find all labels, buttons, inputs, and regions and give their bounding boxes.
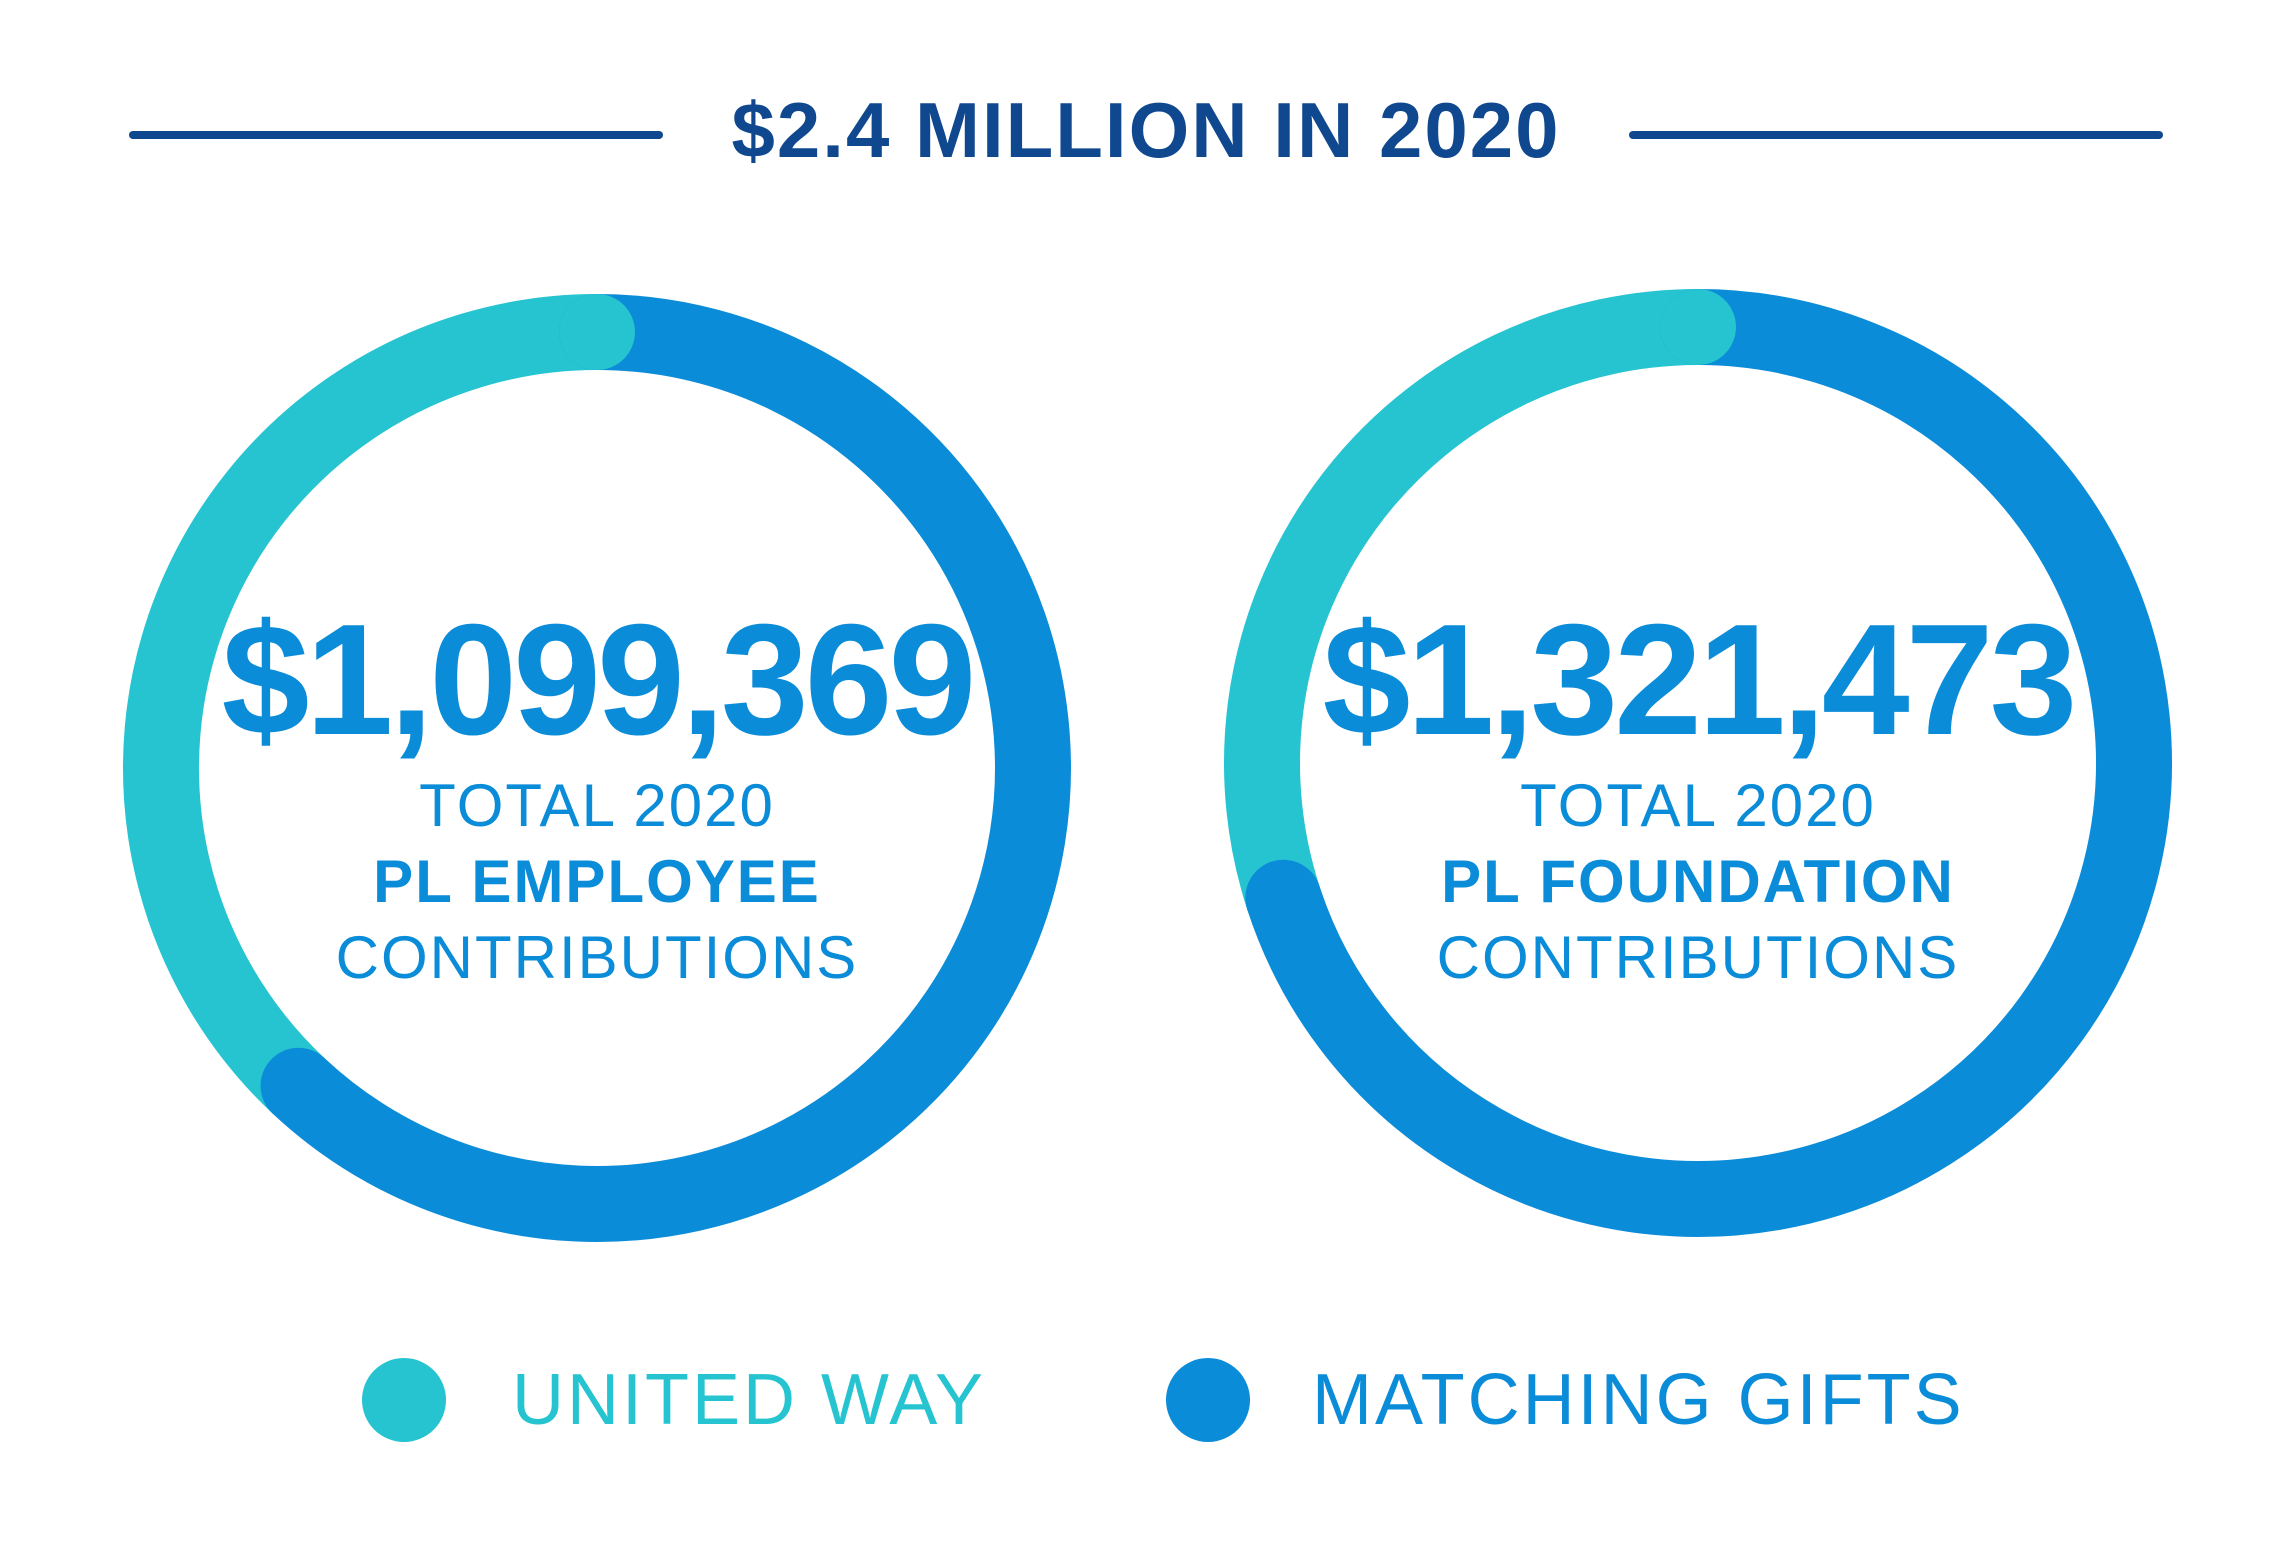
chart-1-subtitle-line-2: PL EMPLOYEE [373,848,821,915]
chart-1-center-label: $1,099,369 TOTAL 2020 PL EMPLOYEE CONTRI… [197,600,997,996]
page-title: $2.4 MILLION IN 2020 [731,86,1561,174]
legend-item-united-way: UNITED WAY [362,1355,986,1445]
header-rule-left [129,131,663,139]
chart-1-amount: $1,099,369 [221,592,977,768]
header-rule-right [1629,131,2163,139]
chart-1-slice-matching-gifts [260,294,1071,1242]
legend-item-matching-gifts: MATCHING GIFTS [1166,1355,1965,1445]
chart-2-slice-matching-gifts [1245,289,2172,1237]
chart-1-subtitle-line-3: CONTRIBUTIONS [335,924,859,991]
chart-2-amount: $1,321,473 [1322,592,2078,768]
legend-swatch-matching-gifts [1166,1358,1250,1442]
chart-2-subtitle-line-1: TOTAL 2020 [1520,772,1876,839]
chart-2-center-label: $1,321,473 TOTAL 2020 PL FOUNDATION CONT… [1298,600,2098,996]
chart-2-slice-united-way-cap [1660,289,1736,365]
chart-1-slice-united-way-cap [559,294,635,370]
chart-2-slice-united-way [1224,289,1736,936]
legend-swatch-united-way [362,1358,446,1442]
legend-label-united-way: UNITED WAY [512,1360,986,1440]
chart-1-slice-united-way [123,294,635,1124]
chart-2-subtitle-line-2: PL FOUNDATION [1441,848,1955,915]
chart-1-subtitle-line-1: TOTAL 2020 [419,772,775,839]
legend-label-matching-gifts: MATCHING GIFTS [1312,1360,1965,1440]
chart-2-subtitle-line-3: CONTRIBUTIONS [1436,924,1960,991]
